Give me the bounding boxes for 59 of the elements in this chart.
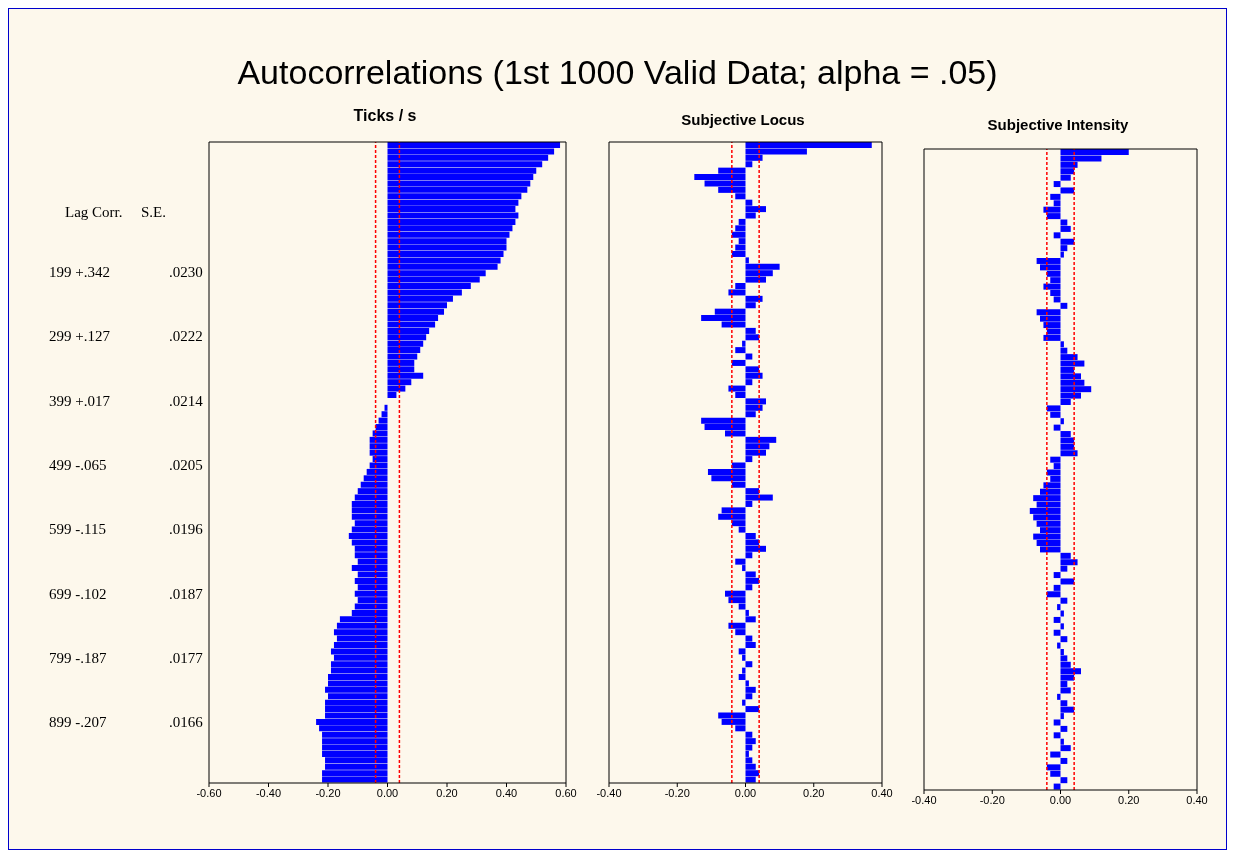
- text: Lag Corr.: [65, 204, 123, 221]
- bar: [1050, 751, 1061, 758]
- text: 299 +.127: [49, 328, 110, 346]
- text: .0166: [169, 714, 203, 732]
- bar: [1057, 604, 1061, 611]
- chart-title: Autocorrelations (1st 1000 Valid Data; alpha = .05): [236, 53, 999, 92]
- chart-title: Subjective Locus: [680, 111, 806, 128]
- bar: [1060, 187, 1075, 194]
- x-tick-label: 0.40: [871, 786, 893, 799]
- text: 499 -.065: [49, 456, 107, 474]
- x-tick-label: -0.20: [664, 786, 690, 799]
- bar: [1057, 642, 1061, 649]
- x-tick-label: -0.60: [196, 786, 222, 799]
- bar: [731, 359, 746, 366]
- x-tick-label: -0.20: [979, 793, 1005, 806]
- bar: [1053, 629, 1061, 636]
- bar: [1053, 616, 1061, 623]
- bar: [1057, 693, 1061, 700]
- bar: [1060, 578, 1075, 585]
- x-tick-label: -0.40: [255, 786, 282, 799]
- bar: [1060, 610, 1064, 617]
- text: .0177: [169, 649, 203, 667]
- x-tick-label: 0.40: [495, 786, 518, 799]
- text: .0230: [169, 264, 203, 281]
- bar: [1053, 732, 1061, 739]
- text: S.E.: [141, 204, 167, 221]
- text: 399 +.017: [49, 392, 110, 410]
- text: .0214: [169, 392, 203, 410]
- bar: [1053, 572, 1061, 579]
- bar: [742, 699, 746, 706]
- text: 899 -.207: [49, 714, 107, 732]
- text: .0222: [169, 328, 203, 346]
- bar: [1060, 418, 1064, 425]
- bar: [1053, 232, 1061, 239]
- text: 599 -.115: [49, 521, 106, 539]
- x-tick-label: 0.00: [734, 786, 757, 799]
- text: 799 -.187: [49, 649, 107, 667]
- x-tick-label: 0.60: [555, 786, 577, 799]
- bar: [1053, 424, 1061, 431]
- x-tick-label: 0.20: [1118, 793, 1140, 806]
- bar: [745, 706, 760, 713]
- x-tick-label: 0.00: [376, 786, 399, 799]
- text: .0205: [169, 456, 203, 474]
- x-tick-label: -0.40: [596, 786, 622, 799]
- x-tick-label: 0.40: [1186, 793, 1208, 806]
- text: .0196: [169, 521, 203, 539]
- bar: [1053, 181, 1061, 188]
- text: 699 -.102: [49, 585, 107, 603]
- x-tick-label: 0.20: [803, 786, 825, 799]
- x-tick-label: -0.20: [315, 786, 341, 799]
- x-tick-label: -0.40: [911, 793, 937, 806]
- text: .0187: [169, 585, 203, 603]
- chart-title: Subjective Intensity: [986, 116, 1130, 133]
- x-tick-label: 0.20: [436, 786, 458, 799]
- bar: [1060, 623, 1064, 630]
- text: 199 +.342: [49, 264, 110, 281]
- x-tick-label: 0.00: [1049, 793, 1072, 806]
- chart-subtitle: Ticks / s: [352, 107, 418, 125]
- bar: [1053, 719, 1061, 726]
